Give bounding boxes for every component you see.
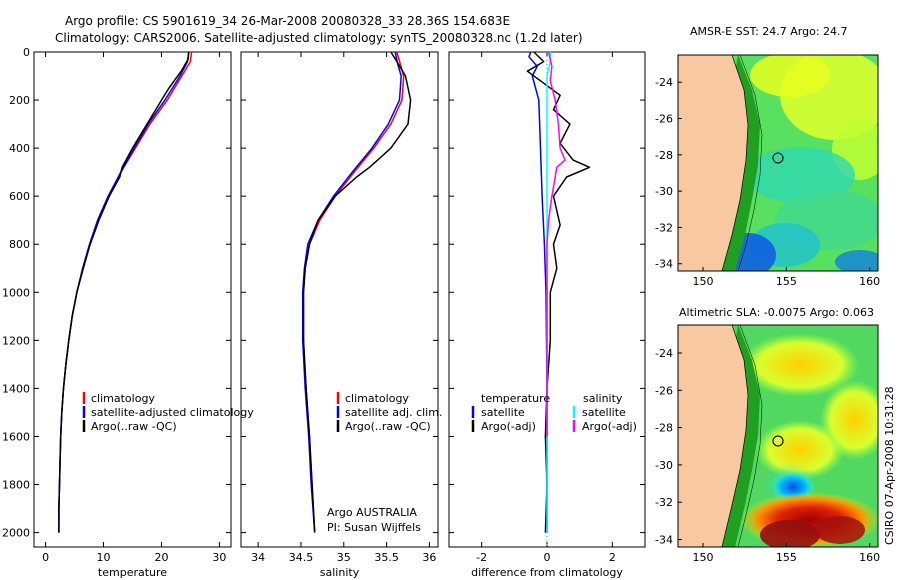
legend-label-argo: Argo(..raw -QC) (345, 420, 431, 433)
map-x-tick-label: 150 (693, 275, 714, 288)
x-tick-label: 36 (422, 551, 436, 564)
y-tick-label: 2000 (2, 527, 30, 540)
difference-x-axis-label: difference from climatology (471, 566, 623, 579)
map-y-tick-label: -32 (655, 496, 673, 509)
map-x-tick-label: 160 (859, 275, 880, 288)
salinity-legend: climatology satellite adj. clim. Argo(..… (327, 392, 442, 534)
x-tick-label: 34.5 (289, 551, 314, 564)
legend-title-salinity: salinity (583, 392, 623, 405)
difference-series-salinity-argo-adj (546, 51, 566, 437)
sla-yellow-patch (740, 333, 860, 397)
y-tick-label: 0 (23, 46, 30, 59)
map-y-tick-label: -28 (655, 149, 673, 162)
map-y-tick-label: -24 (655, 76, 673, 89)
x-tick-label: 20 (154, 551, 168, 564)
australia-coast-sst (678, 55, 749, 271)
sst-cool-patch (745, 147, 855, 203)
legend-label-temp-satellite: satellite (481, 406, 525, 419)
y-tick-label: 1600 (2, 430, 30, 443)
sla-map (678, 325, 878, 547)
australia-coast-sla (678, 325, 749, 547)
legend-label-climatology: climatology (91, 392, 155, 405)
legend-label-climatology: climatology (345, 392, 409, 405)
float-pi-label: PI: Susan Wijffels (327, 521, 421, 534)
sst-map (678, 55, 878, 271)
x-tick-label: 0 (544, 551, 551, 564)
sst-map-frame (677, 54, 879, 272)
temperature-legend: climatology satellite-adjusted climatolo… (82, 392, 254, 433)
sla-warm-eddy (760, 520, 820, 547)
y-tick-label: 800 (9, 238, 30, 251)
temperature-panel: 0 10 20 30 0 200 400 600 800 1000 1200 1400 1600 1800… (2, 46, 232, 579)
shelf-contour-sst (737, 55, 763, 271)
float-program-label: Argo AUSTRALIA (327, 506, 417, 519)
salinity-plot-area (240, 51, 439, 548)
x-tick-label: 35 (337, 551, 351, 564)
sst-cold-patch (835, 250, 878, 271)
argo-marker-sla (772, 435, 784, 447)
salinity-series-argo-raw-qc (302, 51, 412, 533)
salinity-x-axis-label: salinity (320, 566, 360, 579)
legend-label-sal-argo: Argo(-adj) (582, 420, 637, 433)
map-y-tick-label: -34 (655, 534, 673, 547)
difference-panel: -2 0 2 difference from climatology (448, 51, 646, 579)
y-tick-label: 400 (9, 142, 30, 155)
map-y-tick-label: -32 (655, 221, 673, 234)
y-tick-label: 1800 (2, 479, 30, 492)
x-tick-label: 34 (251, 551, 265, 564)
temperature-x-axis-label: temperature (98, 566, 167, 579)
legend-label-sal-satellite: satellite (582, 406, 626, 419)
sst-warm-patch (750, 55, 830, 97)
sst-map-axes: 150 155 160 -24 -26 -28 -30 -32 -34 (655, 76, 880, 288)
map-x-tick-label: 155 (776, 551, 797, 564)
shelf-contour-sla (737, 325, 763, 547)
legend-label-temp-argo: Argo(-adj) (481, 420, 536, 433)
x-tick-label: 30 (212, 551, 226, 564)
sst-map-title: AMSR-E SST: 24.7 Argo: 24.7 (690, 25, 848, 38)
legend-label-satellite: satellite-adjusted climatology (91, 406, 254, 419)
header-line-1: Argo profile: CS 5901619_34 26-Mar-2008 … (65, 14, 510, 28)
map-y-tick-label: -26 (655, 384, 673, 397)
y-tick-label: 1000 (2, 286, 30, 299)
sla-warm-eddy (815, 516, 865, 544)
map-x-tick-label: 155 (776, 275, 797, 288)
salinity-panel: 34 34.5 35 35.5 36 salinity (240, 51, 439, 579)
x-tick-label: 2 (609, 551, 616, 564)
y-tick-label: 600 (9, 190, 30, 203)
timestamp-note: CSIRO 07-Apr-2008 10:31:28 (883, 386, 896, 545)
map-y-tick-label: -30 (655, 185, 673, 198)
map-y-tick-label: -30 (655, 459, 673, 472)
y-tick-label: 1200 (2, 334, 30, 347)
temperature-series-argo-raw-qc (58, 51, 190, 533)
map-y-tick-label: -28 (655, 422, 673, 435)
sla-map-frame (677, 324, 879, 548)
difference-legend: temperature satellite Argo(-adj) salinit… (471, 392, 637, 433)
legend-label-satellite: satellite adj. clim. (345, 406, 442, 419)
x-tick-label: -2 (476, 551, 487, 564)
sla-yellow-patch (755, 420, 845, 480)
map-x-tick-label: 160 (859, 551, 880, 564)
map-y-tick-label: -26 (655, 113, 673, 126)
argo-marker-sst (772, 152, 784, 164)
sla-map-title: Altimetric SLA: -0.0075 Argo: 0.063 (679, 306, 874, 319)
temperature-plot-area (33, 51, 232, 548)
y-tick-label: 200 (9, 94, 30, 107)
header-line-2: Climatology: CARS2006. Satellite-adjuste… (55, 31, 583, 45)
map-y-tick-label: -24 (655, 347, 673, 360)
map-x-tick-label: 150 (693, 551, 714, 564)
x-tick-label: 10 (97, 551, 111, 564)
legend-label-argo: Argo(..raw -QC) (91, 420, 177, 433)
sla-map-axes: 150 155 160 -24 -26 -28 -30 -32 -34 (655, 347, 880, 564)
x-tick-label: 0 (42, 551, 49, 564)
legend-title-temperature: temperature (481, 392, 550, 405)
x-tick-label: 35.5 (374, 551, 399, 564)
y-tick-label: 1400 (2, 382, 30, 395)
map-y-tick-label: -34 (655, 258, 673, 271)
